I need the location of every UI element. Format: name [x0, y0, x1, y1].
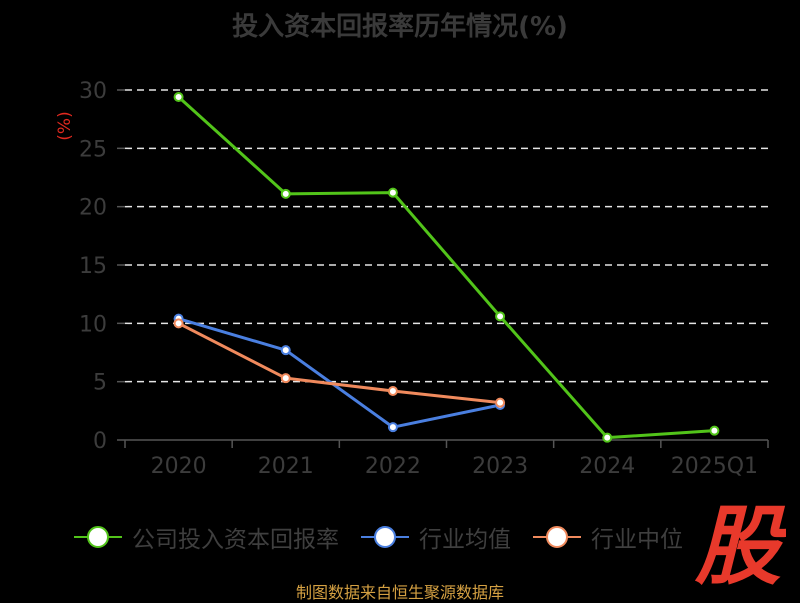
legend: 公司投入资本回报率 行业均值 行业中位: [72, 520, 703, 554]
legend-label-industry-mean: 行业均值: [419, 527, 511, 553]
series-lines: [173, 92, 720, 443]
legend-item-company[interactable]: 公司投入资本回报率: [72, 520, 339, 554]
data-point-2-2022: [387, 386, 398, 396]
legend-item-industry-mean[interactable]: 行业均值: [359, 520, 511, 554]
legend-item-industry-median[interactable]: 行业中位: [531, 520, 683, 554]
legend-label-industry-median: 行业中位: [591, 527, 683, 553]
x-tick-label-2022: 2022: [365, 454, 421, 479]
x-tick-label-2023: 2023: [472, 454, 528, 479]
y-axis-label: (%): [55, 111, 75, 140]
data-point-0-2021: [280, 188, 291, 199]
logo-glyph: 股: [694, 498, 786, 588]
legend-swatch-industry-mean: [361, 526, 409, 548]
legend-swatch-company: [74, 526, 122, 548]
series-line-0: [177, 95, 715, 440]
axes: 0 5 10 15 20 25 30 2020 2021 2022 2023 2024 2025Q1: [79, 79, 769, 479]
y-tick-label-10: 10: [79, 312, 107, 337]
stock-logo: 股: [694, 498, 786, 588]
series-line-2: [177, 321, 501, 405]
data-point-0-2024: [602, 432, 613, 443]
y-tick-label-20: 20: [79, 196, 107, 221]
data-point-2-2023: [495, 397, 506, 408]
x-tick-label-2020: 2020: [151, 454, 207, 479]
data-point-1-2021: [280, 345, 291, 356]
y-tick-label-15: 15: [79, 254, 107, 279]
data-point-0-2022: [387, 187, 398, 198]
y-tick-label-25: 25: [79, 137, 107, 162]
y-tick-label-0: 0: [93, 429, 107, 454]
x-tick-label-2021: 2021: [258, 454, 314, 479]
y-tick-label-5: 5: [93, 371, 107, 396]
x-tick-label-2025Q1: 2025Q1: [671, 454, 758, 479]
data-point-0-2023: [495, 311, 506, 322]
series-line-1: [178, 317, 501, 429]
legend-swatch-industry-median: [533, 526, 581, 548]
chart-title: 投入资本回报率历年情况(%): [232, 12, 568, 42]
data-point-0-2025Q1: [709, 425, 720, 436]
data-point-2-2020: [173, 318, 184, 329]
data-source-note: 制图数据来自恒生聚源数据库: [295, 583, 504, 602]
data-point-1-2022: [387, 422, 398, 433]
data-point-2-2021: [280, 373, 291, 384]
legend-label-company: 公司投入资本回报率: [132, 527, 339, 553]
x-tick-label-2024: 2024: [579, 454, 635, 479]
y-tick-label-30: 30: [79, 79, 107, 104]
data-point-0-2020: [173, 92, 184, 102]
